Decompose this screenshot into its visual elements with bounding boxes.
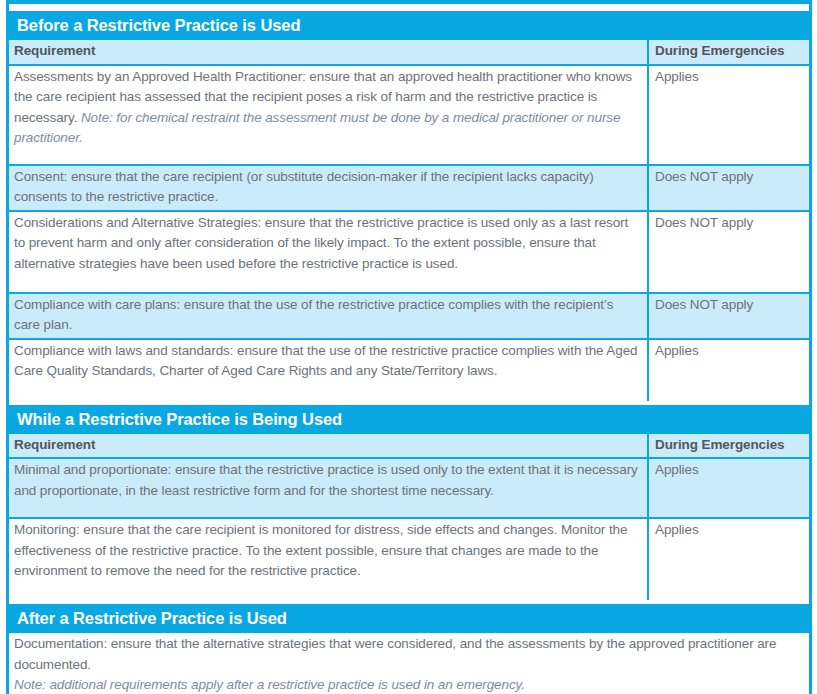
col-header-during-emergencies: During Emergencies [647,40,809,64]
section-title: After a Restrictive Practice is Used [17,609,287,628]
requirement-note: Note: for chemical restraint the assessm… [14,110,620,146]
section-header-while: While a Restrictive Practice is Being Us… [9,405,809,434]
requirement-cell: Monitoring: ensure that the care recipie… [9,519,647,600]
emergency-cell: Applies [647,519,809,600]
requirement-cell: Minimal and proportionate: ensure that t… [9,459,647,517]
emergency-cell: Applies [647,66,809,164]
table-row: Minimal and proportionate: ensure that t… [9,459,809,519]
section-title: Before a Restrictive Practice is Used [17,16,300,35]
requirement-text: Documentation: ensure that the alternati… [14,634,801,675]
requirement-cell: Compliance with care plans: ensure that … [9,294,647,338]
requirement-cell: Compliance with laws and standards: ensu… [9,340,647,401]
section-header-after: After a Restrictive Practice is Used [9,604,809,633]
table-row: Consent: ensure that the care recipient … [9,166,809,212]
section-after: After a Restrictive Practice is Used Doc… [9,604,809,694]
table-row: Compliance with laws and standards: ensu… [9,340,809,401]
emergency-cell: Applies [647,340,809,401]
requirement-cell: Assessments by an Approved Health Practi… [9,66,647,164]
col-header-requirement: Requirement [9,434,647,458]
column-header-row: Requirement During Emergencies [9,40,809,66]
emergency-cell: Applies [647,459,809,517]
section-header-before: Before a Restrictive Practice is Used [9,11,809,40]
table-row: Documentation: ensure that the alternati… [9,633,809,694]
emergency-cell: Does NOT apply [647,166,809,210]
section-before: Before a Restrictive Practice is Used Re… [9,11,809,401]
column-header-row: Requirement During Emergencies [9,434,809,460]
table-row: Assessments by an Approved Health Practi… [9,66,809,166]
requirement-cell: Consent: ensure that the care recipient … [9,166,647,210]
table-row: Compliance with care plans: ensure that … [9,294,809,340]
col-header-during-emergencies: During Emergencies [647,434,809,458]
section-while: While a Restrictive Practice is Being Us… [9,405,809,601]
requirement-note: Note: additional requirements apply afte… [14,675,801,694]
restrictive-practices-table: Before a Restrictive Practice is Used Re… [6,0,812,694]
col-header-requirement: Requirement [9,40,647,64]
table-row: Considerations and Alternative Strategie… [9,212,809,294]
emergency-cell: Does NOT apply [647,294,809,338]
emergency-cell: Does NOT apply [647,212,809,292]
requirement-cell: Documentation: ensure that the alternati… [9,633,809,694]
table-row: Monitoring: ensure that the care recipie… [9,519,809,600]
section-title: While a Restrictive Practice is Being Us… [17,410,342,429]
requirement-cell: Considerations and Alternative Strategie… [9,212,647,292]
